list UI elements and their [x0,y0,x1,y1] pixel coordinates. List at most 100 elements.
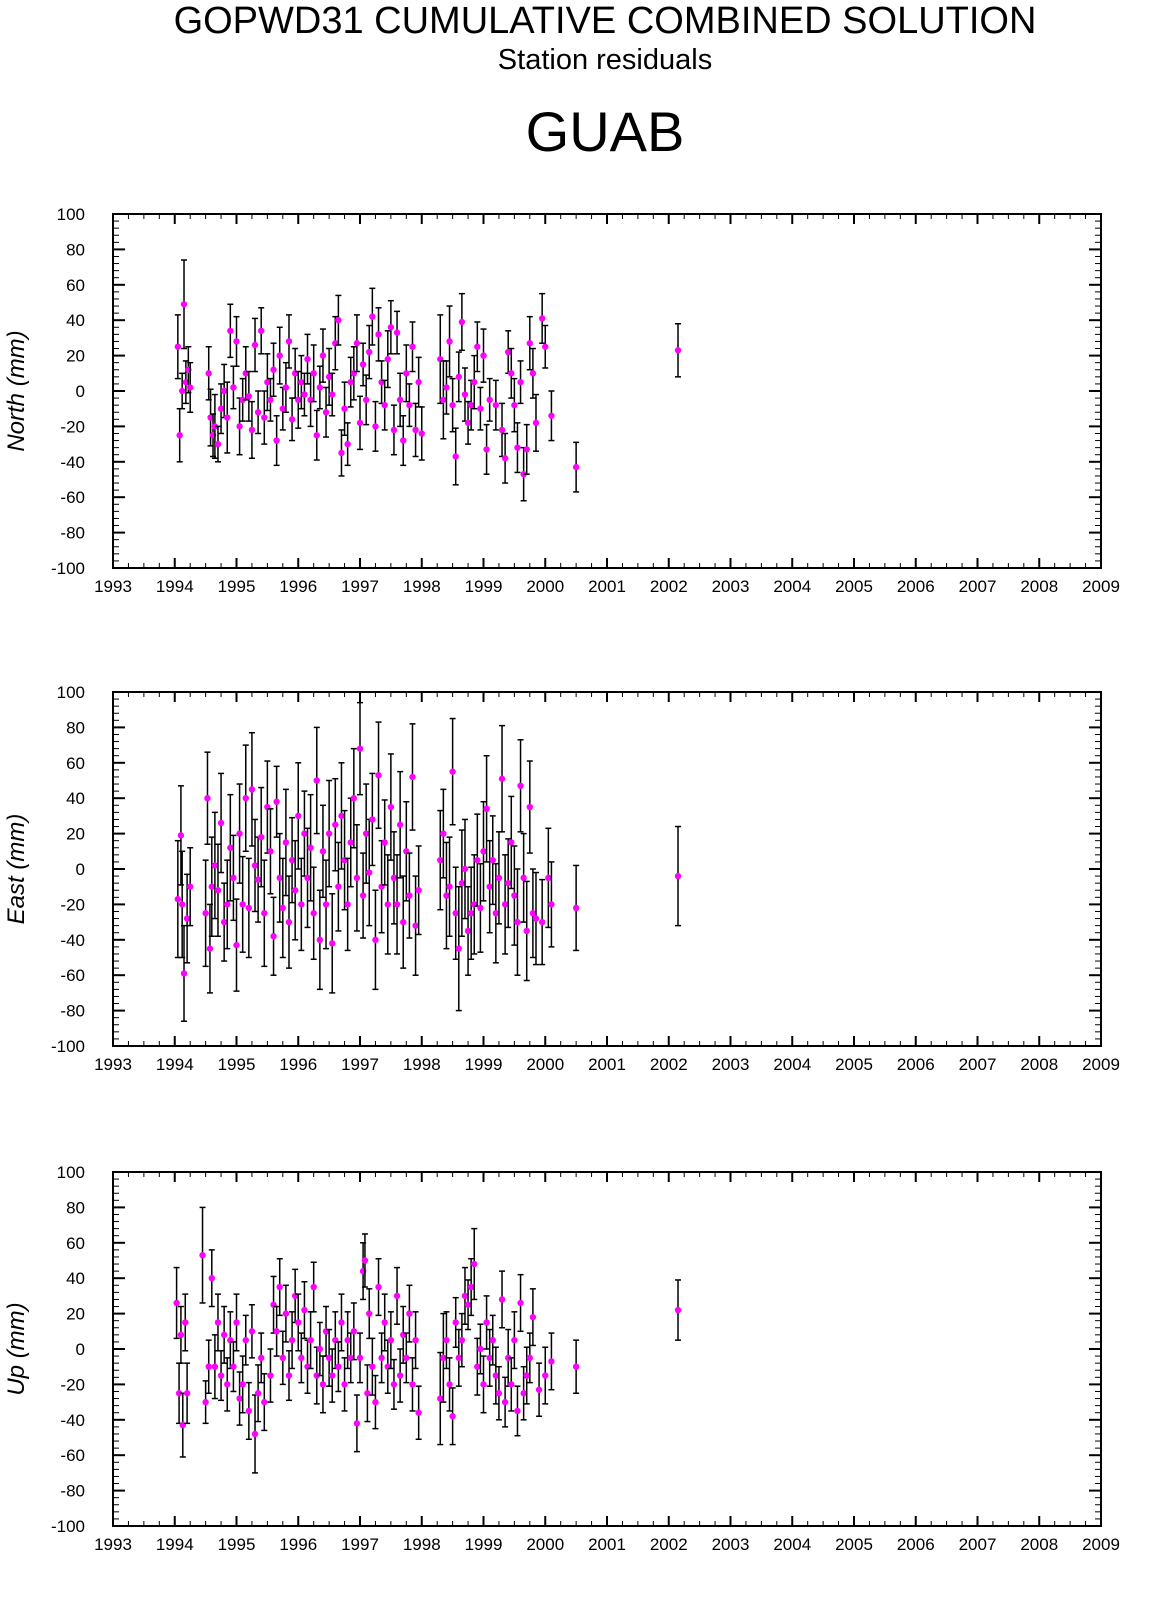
east-y-tick-label: 100 [57,683,85,702]
north-data-point [474,321,481,373]
north-data-point [538,292,546,344]
residual-marker [236,1395,243,1402]
residual-marker [406,401,413,409]
north-data-point [390,404,398,456]
residual-marker [202,910,209,917]
residual-marker [285,338,293,345]
north-data-point [443,360,450,415]
residual-marker [572,463,580,471]
east-data-point [409,723,416,831]
up-data-point [220,1305,228,1364]
east-x-tick-label: 2007 [959,1055,997,1074]
residual-marker [239,1381,246,1388]
east-data-point [359,852,367,939]
residual-marker [217,1372,225,1379]
east-data-point [477,862,484,953]
residual-marker [474,1363,481,1370]
residual-marker [443,1336,450,1344]
residual-marker [217,819,225,827]
residual-marker [446,1381,453,1388]
residual-marker [366,869,373,876]
residual-marker [378,1354,385,1362]
up-y-axis-label: Up (mm) [3,1302,30,1395]
residual-marker [276,1283,283,1291]
north-data-point [332,315,339,371]
residual-marker [372,1398,379,1406]
north-data-point [251,317,259,373]
north-data-point [270,342,277,398]
up-data-point [464,1279,472,1331]
up-data-point [335,1341,342,1393]
up-data-point [183,1362,191,1425]
up-data-point [173,1266,180,1340]
residual-marker [446,883,453,890]
residual-marker [182,1319,189,1326]
residual-marker [298,901,305,908]
north-y-tick-label: 20 [66,347,85,366]
residual-marker [301,1306,308,1314]
residual-marker [492,1372,500,1379]
east-data-point [381,799,388,886]
residual-marker [523,1372,530,1379]
east-data-point [406,852,413,939]
residual-marker [535,1386,543,1393]
residual-marker [186,883,194,890]
east-data-point [437,809,444,911]
north-data-point [325,347,333,406]
east-data-point [384,854,391,955]
up-data-point [361,1233,369,1288]
residual-marker [282,384,290,391]
north-data-point [362,374,370,426]
up-data-point [526,1332,534,1384]
east-data-point [498,724,506,833]
east-data-point [282,788,290,897]
residual-marker [239,901,246,908]
up-data-point [548,1332,555,1391]
residual-marker [467,1283,475,1291]
up-data-point [452,1296,459,1348]
north-data-point [239,377,246,422]
residual-marker [508,370,515,377]
east-data-point [174,839,182,959]
residual-marker [258,833,265,841]
north-data-point [205,346,212,401]
north-data-point [329,372,336,417]
residual-marker [182,378,190,386]
residual-marker [341,1381,348,1388]
residual-marker [471,1260,478,1268]
residual-marker [270,366,277,373]
up-data-point [514,1385,521,1437]
north-data-point [298,354,305,410]
residual-marker [332,821,339,828]
east-y-tick-label: 20 [66,825,85,844]
north-data-point [498,402,506,458]
up-x-tick-label: 1997 [341,1535,379,1554]
north-data-point [295,370,302,429]
north-y-tick-label: -80 [60,524,85,543]
up-residuals-plot: 1993 1994 1995 1996 1997 1998 1999 2000 2001 2002… [3,1163,1120,1554]
east-data-point [455,885,462,1012]
up-data-point [535,1362,543,1418]
up-data-point [338,1293,345,1352]
residual-marker [267,1372,274,1379]
north-data-point [347,356,354,408]
north-data-point [353,314,361,373]
residual-marker [177,832,185,839]
residual-marker [542,1372,549,1379]
up-data-point [310,1261,317,1313]
east-data-point [548,861,555,948]
residual-marker [206,945,214,952]
residual-marker [261,910,268,917]
residual-marker [542,343,549,350]
east-y-axis-label: East (mm) [3,814,30,925]
up-data-point [325,1328,333,1387]
north-data-point [319,328,327,383]
residual-marker [207,414,214,421]
north-data-point [282,361,290,413]
residual-marker [452,453,459,460]
east-data-point [264,760,271,854]
residual-marker [211,423,219,430]
residual-marker [449,401,456,409]
residual-marker [366,348,373,356]
up-x-tick-label: 1999 [465,1535,503,1554]
